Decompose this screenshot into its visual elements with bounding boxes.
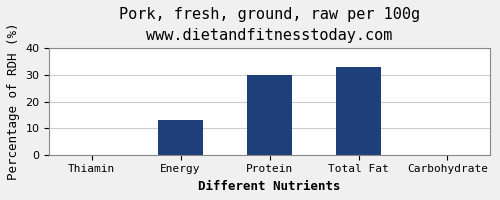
Y-axis label: Percentage of RDH (%): Percentage of RDH (%)	[7, 23, 20, 180]
Bar	[248, 75, 292, 155]
Title: Pork, fresh, ground, raw per 100g
www.dietandfitnesstoday.com: Pork, fresh, ground, raw per 100g www.di…	[119, 7, 420, 43]
Bar	[336, 67, 381, 155]
Bar	[158, 120, 203, 155]
X-axis label: Different Nutrients: Different Nutrients	[198, 180, 341, 193]
